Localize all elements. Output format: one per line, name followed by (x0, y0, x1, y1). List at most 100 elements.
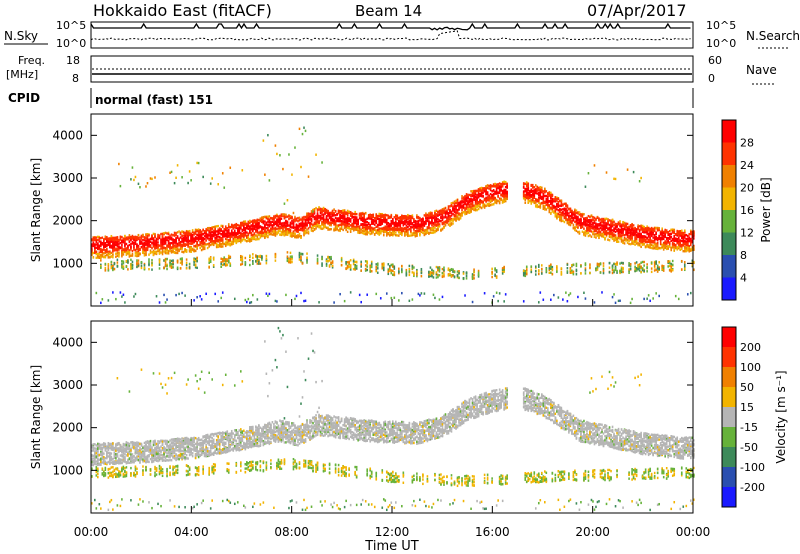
data-point (464, 202, 466, 205)
data-point (370, 232, 373, 235)
data-point (206, 234, 209, 238)
data-point (465, 195, 468, 198)
data-point (185, 258, 188, 261)
data-point (258, 226, 260, 230)
data-point (107, 299, 110, 302)
data-point (366, 268, 369, 272)
data-point (208, 242, 210, 245)
data-point (131, 252, 134, 256)
data-point (480, 186, 483, 190)
data-point (560, 215, 563, 219)
data-point (140, 237, 143, 240)
data-point (316, 212, 319, 215)
data-point (319, 207, 322, 210)
data-point (277, 221, 280, 224)
data-point (211, 242, 213, 245)
data-point (236, 235, 239, 239)
data-point (325, 262, 328, 266)
data-point (336, 213, 338, 216)
data-point (553, 206, 555, 210)
data-point (179, 244, 182, 247)
data-point (273, 232, 275, 236)
data-point (428, 226, 430, 230)
data-point (140, 241, 143, 245)
data-point (407, 229, 409, 232)
data-point (298, 228, 301, 232)
data-point (202, 229, 204, 232)
data-point (361, 226, 364, 229)
data-point (428, 273, 430, 276)
data-point (196, 242, 198, 245)
data-point (137, 246, 140, 249)
data-point (124, 237, 126, 240)
data-point (557, 212, 560, 216)
data-point (295, 219, 298, 222)
data-point (294, 228, 296, 232)
data-point (438, 211, 441, 214)
data-point (388, 226, 391, 229)
data-point (133, 243, 135, 246)
data-point (537, 188, 540, 192)
data-point (94, 248, 96, 252)
data-point (149, 251, 152, 255)
data-point (322, 220, 325, 224)
data-point (431, 275, 433, 278)
data-point (373, 216, 376, 220)
data-point (491, 267, 493, 270)
data-point (107, 256, 110, 259)
data-point (200, 231, 203, 234)
data-point (378, 233, 381, 236)
data-point (285, 230, 287, 234)
data-point (211, 237, 213, 241)
data-point (113, 247, 116, 250)
data-point (322, 209, 325, 213)
data-point (172, 233, 174, 237)
data-point (420, 267, 423, 271)
data-point (533, 189, 536, 192)
data-point (495, 276, 498, 279)
data-point (297, 226, 299, 230)
data-point (375, 216, 378, 220)
data-point (112, 264, 114, 268)
data-point (175, 246, 177, 250)
nave-tick-0: 0 (708, 72, 715, 85)
data-point (393, 233, 396, 236)
data-point (524, 271, 527, 274)
data-point (416, 220, 418, 223)
data-point (544, 190, 546, 194)
data-point (289, 259, 292, 263)
data-point (223, 234, 226, 238)
data-point (408, 234, 411, 237)
data-point (130, 238, 132, 242)
freq-tick-18: 18 (66, 54, 80, 67)
data-point (441, 275, 444, 279)
data-point (227, 229, 230, 233)
data-point (533, 201, 536, 205)
data-point (533, 194, 536, 198)
data-point (393, 271, 396, 274)
data-point (221, 235, 224, 238)
data-point (157, 238, 159, 241)
data-point (539, 202, 542, 205)
data-point (235, 225, 238, 228)
data-point (528, 199, 531, 203)
data-point (185, 249, 188, 252)
data-point (464, 211, 466, 214)
data-point (438, 274, 441, 277)
data-point (282, 233, 284, 236)
data-point (322, 223, 325, 226)
data-point (169, 246, 171, 250)
data-point (489, 200, 492, 204)
data-point (501, 181, 504, 184)
nsky-trace (90, 22, 691, 31)
data-point (107, 238, 110, 241)
data-point (193, 258, 195, 261)
data-point (411, 226, 414, 229)
data-point (537, 265, 540, 268)
data-point (276, 152, 278, 156)
data-point (289, 234, 292, 238)
data-point (343, 224, 346, 227)
data-point (390, 271, 393, 275)
data-point (327, 221, 329, 225)
data-point (556, 212, 558, 215)
